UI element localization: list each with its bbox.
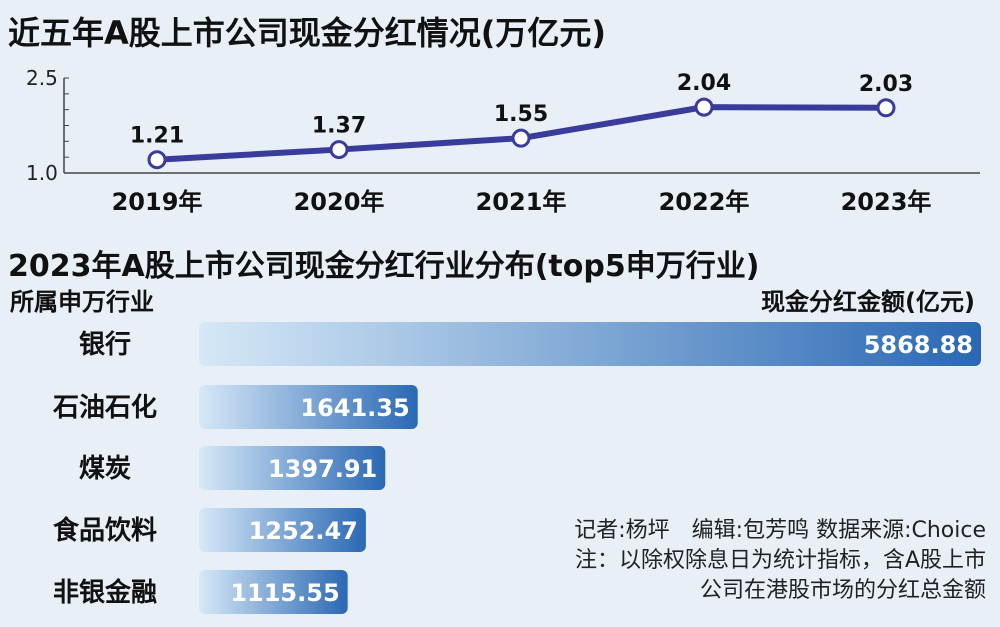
data-label: 1.21 [130,124,184,149]
data-label: 1641.35 [300,394,409,422]
category-label: 食品饮料 [53,515,157,546]
data-point [511,128,531,148]
data-label: 1115.55 [230,579,339,607]
data-point [694,97,714,117]
x-tick-label: 2019年 [112,188,203,216]
category-label: 银行 [79,329,131,360]
data-point [147,150,167,170]
data-label: 1397.91 [268,455,377,483]
data-point [329,140,349,160]
category-label: 石油石化 [52,393,157,423]
x-tick-label: 2023年 [841,188,932,216]
x-tick-label: 2021年 [476,188,567,216]
bar [199,446,386,490]
credits-line-3: 公司在港股市场的分红总金额 [699,578,986,603]
y-tick-label: 1.0 [26,161,58,185]
bar [199,322,981,366]
data-label: 1.37 [312,114,366,139]
x-tick-label: 2022年 [659,188,750,216]
data-label: 1252.47 [249,517,358,545]
bar [199,385,418,429]
credits: 记者:杨坪 编辑:包芳鸣 数据来源:Choice 注：以除权除息日为统计指标，含… [466,516,986,606]
y-tick-label: 2.5 [26,66,58,90]
bar-chart-title: 2023年A股上市公司现金分红行业分布(top5申万行业) [8,249,760,284]
line-chart-title: 近五年A股上市公司现金分红情况(万亿元) [8,14,607,52]
data-point [876,98,896,118]
data-label: 2.03 [859,72,913,97]
category-label: 非银金融 [53,577,157,608]
credits-line-2: 注：以除权除息日为统计指标，含A股上市 [574,548,986,573]
line-chart: 2.5 1.0 2019年 2020年 2021年 2022年 2023年 1.21 1.37… [26,66,980,216]
y-axis-title: 所属申万行业 [10,288,154,316]
category-label: 煤炭 [79,454,131,484]
data-label: 1.55 [494,102,548,127]
data-label: 5868.88 [864,331,973,359]
x-tick-label: 2020年 [294,188,385,216]
data-label: 2.04 [677,71,731,96]
x-axis-title: 现金分红金额(亿元) [761,288,975,316]
bar [199,508,366,552]
credits-line-1: 记者:杨坪 编辑:包芳鸣 数据来源:Choice [574,518,986,543]
line-chart-axes: 2.5 1.0 2019年 2020年 2021年 2022年 2023年 [26,66,980,216]
bar [199,570,348,614]
line-chart-marks: 1.21 1.37 1.55 2.04 2.03 [130,71,913,170]
